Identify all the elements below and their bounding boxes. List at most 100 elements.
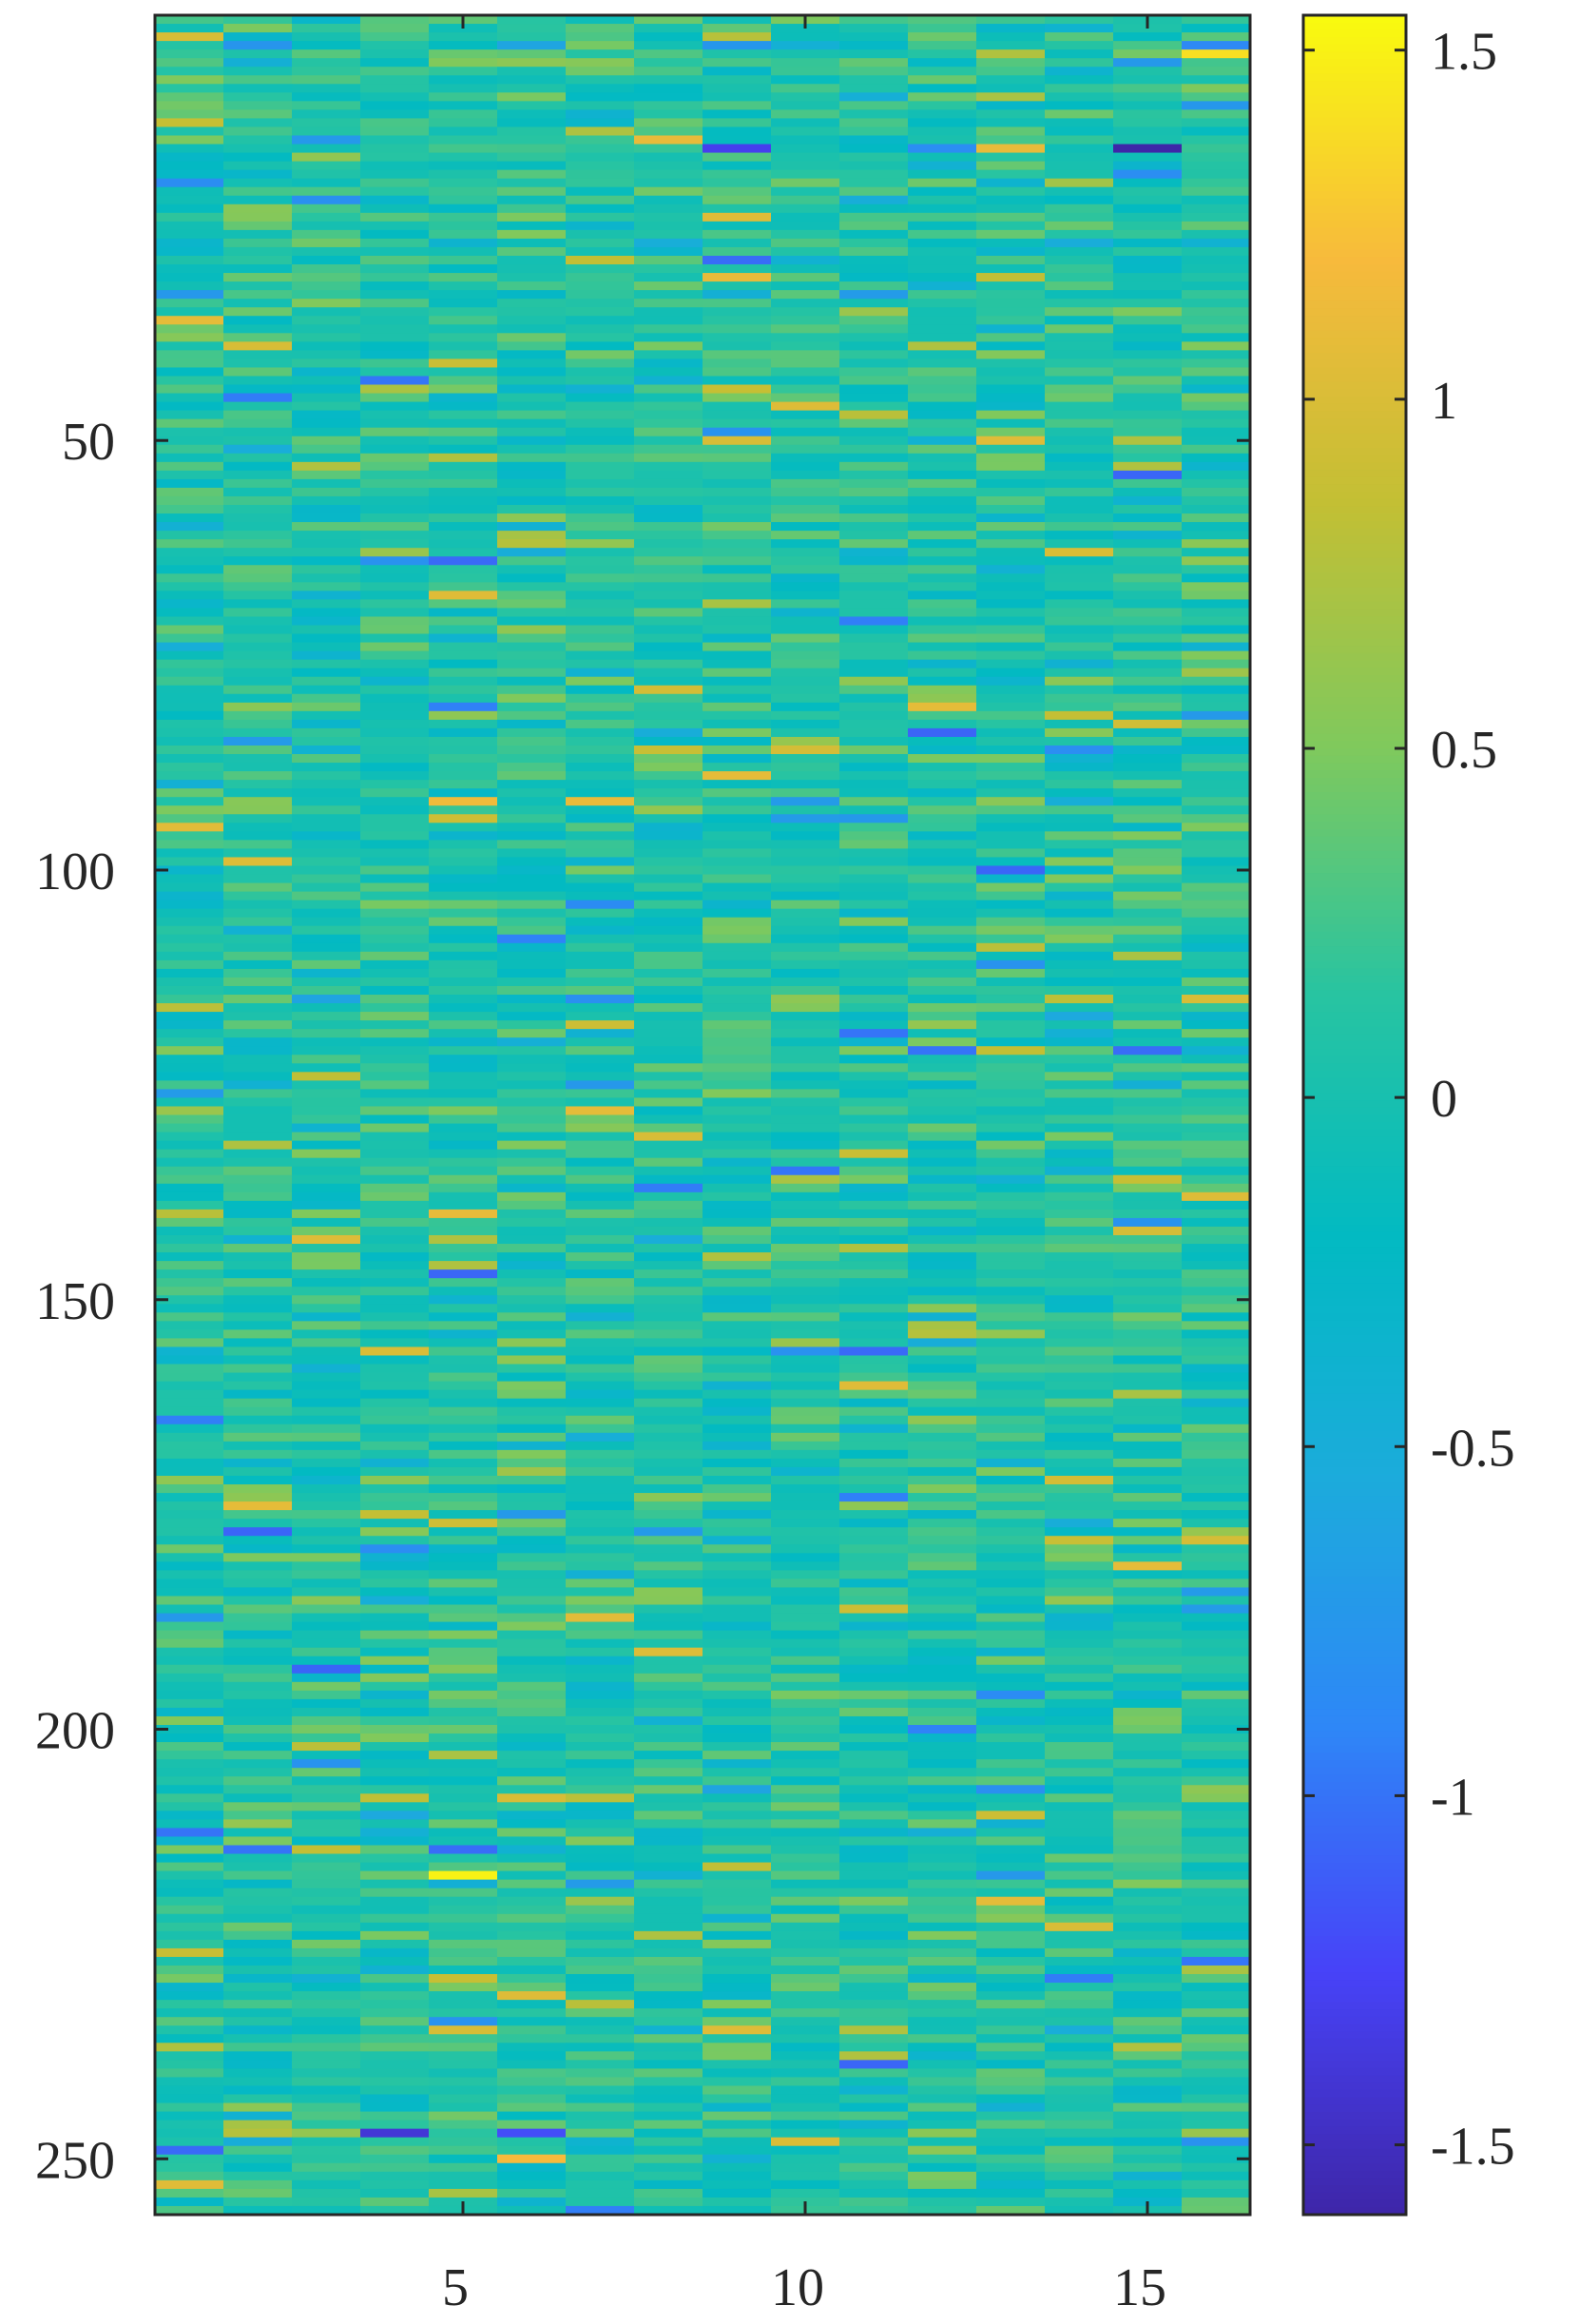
heatmap-cell xyxy=(360,2128,430,2139)
heatmap-cell xyxy=(771,1913,840,1924)
heatmap-cell xyxy=(566,1922,635,1932)
heatmap-cell xyxy=(976,1501,1046,1511)
heatmap-cell xyxy=(1045,169,1114,180)
colorbar-segment xyxy=(1303,1885,1406,1893)
heatmap-cell xyxy=(155,505,224,514)
colorbar-segment xyxy=(1303,1555,1406,1563)
heatmap-cell xyxy=(360,2120,430,2130)
heatmap-cell xyxy=(429,1768,498,1777)
heatmap-cell xyxy=(839,2137,909,2147)
heatmap-cell xyxy=(908,1089,977,1099)
heatmap-cell xyxy=(771,1819,840,1830)
heatmap-cell xyxy=(839,41,909,50)
heatmap-cell xyxy=(1045,1510,1114,1520)
heatmap-cell xyxy=(703,917,772,927)
heatmap-cell xyxy=(292,478,361,489)
heatmap-cell xyxy=(1045,1149,1114,1159)
heatmap-cell xyxy=(566,1338,635,1348)
heatmap-cell xyxy=(771,710,840,721)
heatmap-cell xyxy=(360,702,430,712)
heatmap-cell xyxy=(976,1604,1046,1615)
heatmap-cell xyxy=(566,1244,635,1253)
heatmap-cell xyxy=(292,985,361,996)
heatmap-cell xyxy=(771,1389,840,1400)
heatmap-cell xyxy=(771,763,840,772)
heatmap-cell xyxy=(223,1888,293,1898)
heatmap-cell xyxy=(908,676,977,687)
heatmap-cell xyxy=(1182,531,1251,540)
colorbar-segment xyxy=(1303,132,1406,141)
heatmap-cell xyxy=(634,169,703,180)
heatmap-cell xyxy=(497,565,567,574)
heatmap-cell xyxy=(703,1561,772,1571)
heatmap-cell xyxy=(155,1519,224,1528)
heatmap-cell xyxy=(1182,2051,1251,2061)
heatmap-cell xyxy=(1113,1191,1183,1202)
heatmap-cell xyxy=(634,1905,703,1915)
heatmap-cell xyxy=(1182,1974,1251,1984)
heatmap-cell xyxy=(1045,1733,1114,1743)
heatmap-cell xyxy=(292,418,361,429)
heatmap-cell xyxy=(839,1510,909,1520)
heatmap-cell xyxy=(839,135,909,145)
heatmap-cell xyxy=(223,1776,293,1786)
heatmap-cell xyxy=(839,1870,909,1881)
heatmap-cell xyxy=(292,333,361,342)
heatmap-cell xyxy=(497,1089,567,1099)
heatmap-cell xyxy=(1113,1793,1183,1803)
heatmap-cell xyxy=(292,1287,361,1296)
heatmap-cell xyxy=(1113,203,1183,214)
heatmap-cell xyxy=(223,668,293,678)
heatmap-cell xyxy=(429,1776,498,1786)
heatmap-cell xyxy=(566,1698,635,1709)
heatmap-cell xyxy=(223,461,293,472)
heatmap-cell xyxy=(771,1234,840,1245)
heatmap-cell xyxy=(703,1776,772,1786)
heatmap-cell xyxy=(839,358,909,369)
heatmap-cell xyxy=(429,1604,498,1615)
heatmap-cell xyxy=(703,1484,772,1494)
colorbar-segment xyxy=(1303,1166,1406,1174)
heatmap-cell xyxy=(771,1527,840,1537)
colorbar-segment xyxy=(1303,411,1406,419)
heatmap-cell xyxy=(360,1819,430,1830)
heatmap-cell xyxy=(566,2179,635,2190)
heatmap-cell xyxy=(429,1029,498,1038)
heatmap-cell xyxy=(292,710,361,721)
heatmap-cell xyxy=(566,444,635,455)
heatmap-cell xyxy=(223,307,293,317)
heatmap-cell xyxy=(839,2111,909,2121)
heatmap-cell xyxy=(1113,1630,1183,1640)
heatmap-cell xyxy=(1045,1776,1114,1786)
heatmap-cell xyxy=(360,281,430,291)
heatmap-cell xyxy=(908,1080,977,1090)
heatmap-cell xyxy=(634,2120,703,2130)
heatmap-cell xyxy=(1113,1295,1183,1305)
heatmap-cell xyxy=(703,1811,772,1820)
heatmap-cell xyxy=(223,1063,293,1073)
heatmap-cell xyxy=(634,642,703,652)
heatmap-cell xyxy=(566,659,635,669)
colorbar-segment xyxy=(1303,997,1406,1006)
heatmap-cell xyxy=(155,1725,224,1734)
heatmap-cell xyxy=(1045,1845,1114,1855)
heatmap-cell xyxy=(155,1149,224,1159)
heatmap-cell xyxy=(1182,1733,1251,1743)
heatmap-cell xyxy=(223,2162,293,2173)
heatmap-cell xyxy=(634,246,703,257)
heatmap-cell xyxy=(908,49,977,59)
heatmap-cell xyxy=(839,1149,909,1159)
heatmap-cell xyxy=(497,1681,567,1692)
heatmap-cell xyxy=(155,2137,224,2147)
heatmap-cell xyxy=(497,1355,567,1365)
heatmap-cell xyxy=(908,2102,977,2113)
colorbar-segment xyxy=(1303,1452,1406,1461)
heatmap-cell xyxy=(703,1725,772,1734)
heatmap-cell xyxy=(908,1828,977,1838)
heatmap-cell xyxy=(976,865,1046,876)
heatmap-cell xyxy=(360,831,430,841)
heatmap-cell xyxy=(771,1768,840,1777)
heatmap-cell xyxy=(771,1715,840,1726)
heatmap-cell xyxy=(497,264,567,274)
heatmap-cell xyxy=(566,1673,635,1683)
